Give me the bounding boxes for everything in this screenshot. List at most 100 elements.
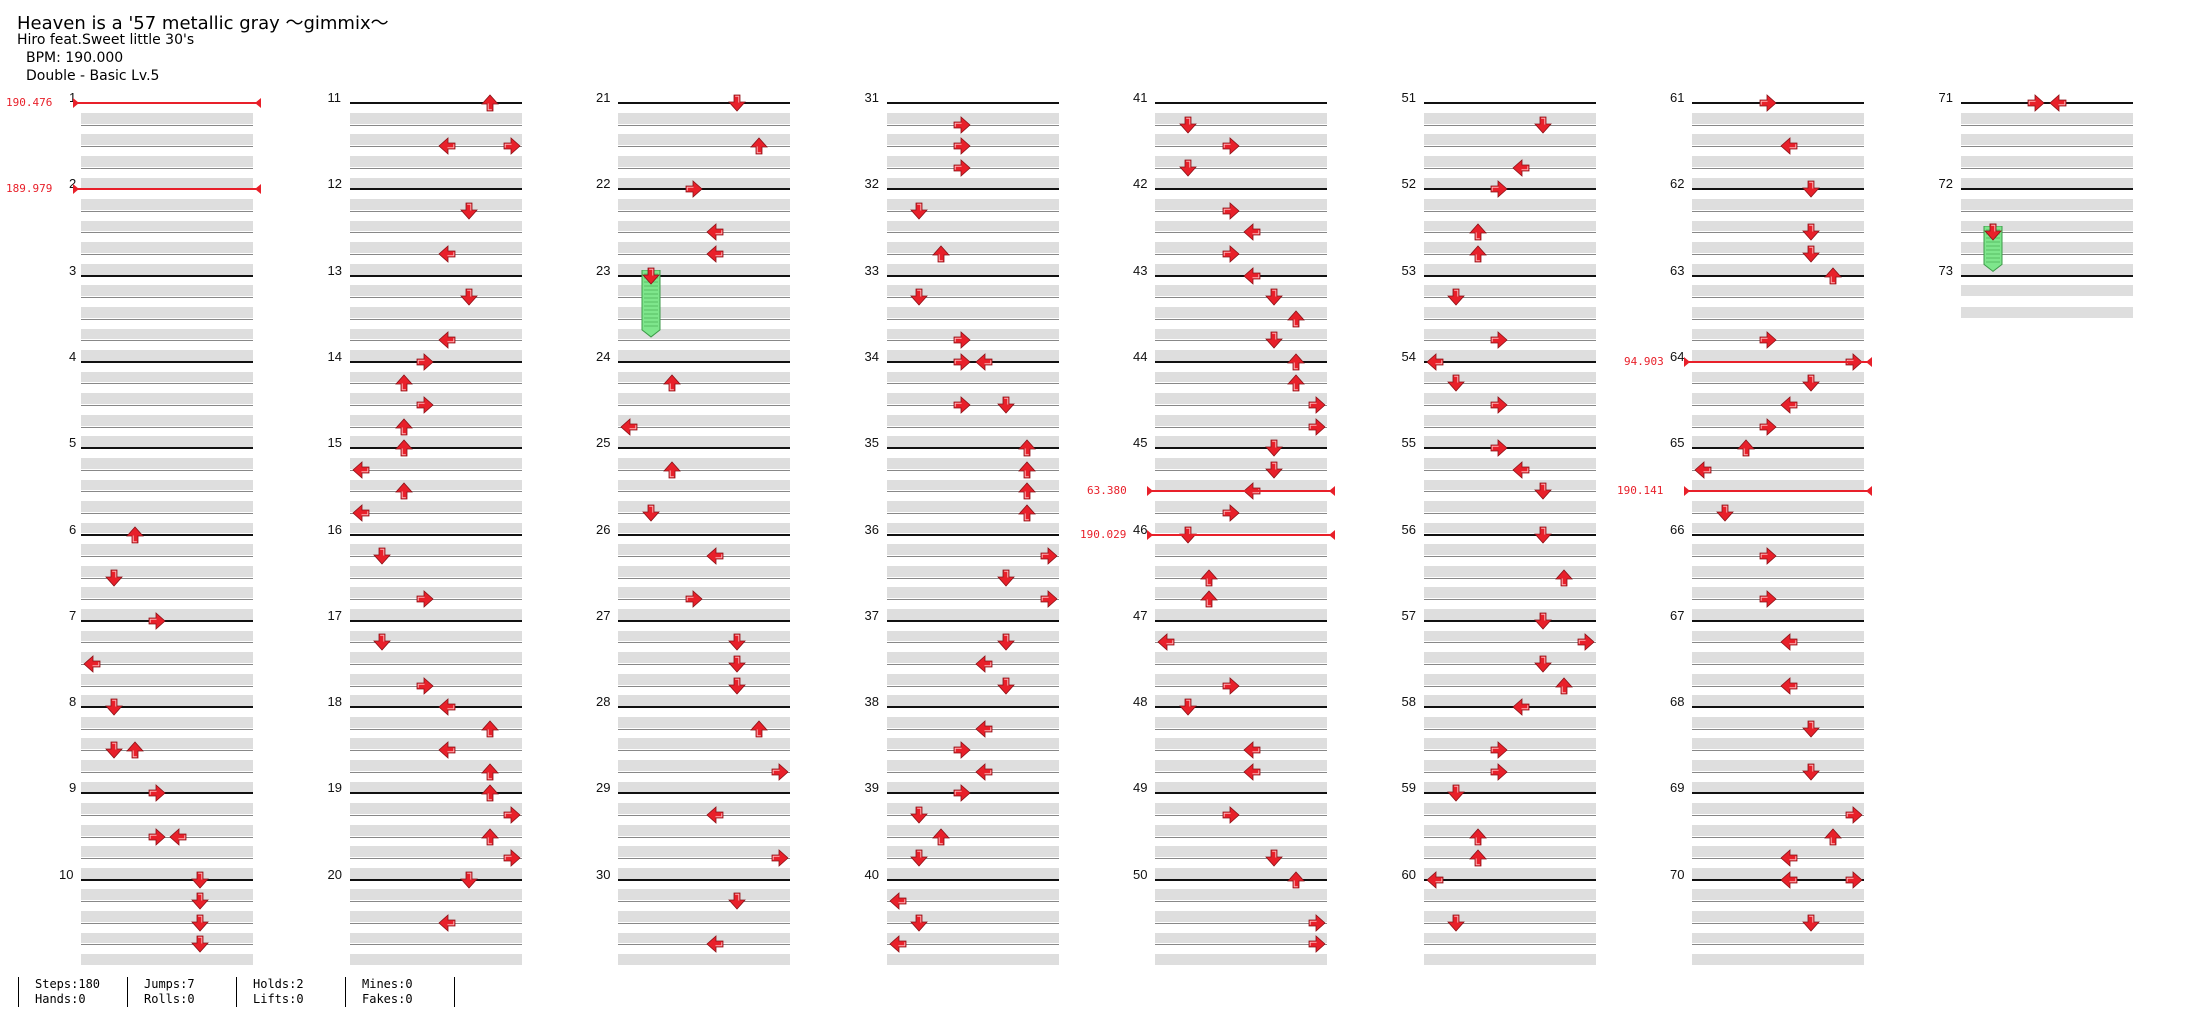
beat-band (886, 954, 1059, 965)
beat-band (81, 630, 253, 642)
measure-number: 68 (1670, 694, 1685, 710)
beat-line (1423, 901, 1596, 903)
beat-line (1692, 728, 1864, 730)
step-arrow-up (662, 373, 682, 393)
beat-band (886, 371, 1059, 383)
measure-number: 55 (1401, 435, 1416, 451)
bpm-marker-icon (1147, 529, 1153, 540)
step-arrow-up (1468, 848, 1488, 868)
beat-line (1155, 124, 1327, 126)
beat-line (1692, 944, 1864, 946)
beat-band (618, 177, 790, 189)
beat-line (886, 383, 1059, 385)
step-arrow-down (727, 654, 747, 674)
beat-band (886, 436, 1059, 448)
step-arrow-up (480, 827, 500, 847)
measure-line (349, 878, 522, 881)
step-arrow-up (480, 719, 500, 739)
stat-hands: Hands:0 (35, 992, 86, 1006)
measure-number: 73 (1938, 262, 1953, 278)
measure-number: 71 (1938, 90, 1953, 105)
measure-line (618, 188, 790, 191)
beat-line (618, 922, 790, 924)
beat-band (886, 112, 1059, 124)
step-arrow-left (437, 136, 457, 156)
beat-band (349, 954, 522, 965)
beat-line (886, 814, 1059, 816)
measure-line (1423, 878, 1596, 881)
beat-band (1423, 932, 1596, 944)
step-arrow-down (459, 201, 479, 221)
measure-line (349, 447, 522, 450)
step-arrow-left (82, 654, 102, 674)
beat-band (1155, 911, 1327, 922)
beat-line (1155, 232, 1327, 234)
beat-band (1423, 954, 1596, 965)
measure-line (1155, 360, 1327, 363)
beat-band (618, 889, 790, 901)
step-arrow-up (1017, 503, 1037, 523)
beat-band (1423, 716, 1596, 728)
beat-line (349, 814, 522, 816)
beat-band (886, 738, 1059, 750)
step-arrow-right (1221, 676, 1241, 696)
beat-band (349, 393, 522, 405)
step-arrow-down (459, 287, 479, 307)
measure-number: 21 (596, 90, 611, 105)
measure-line (1960, 188, 2133, 191)
beat-band (1423, 889, 1596, 901)
beat-band (618, 932, 790, 944)
beat-line (1423, 728, 1596, 730)
beat-band (1423, 306, 1596, 318)
step-arrow-right (952, 158, 972, 178)
bpm-change-label: 63.380 (1087, 484, 1127, 498)
beat-band (1692, 609, 1864, 620)
measure-line (886, 619, 1059, 622)
bpm-change-line (73, 188, 261, 191)
step-arrow-up (1017, 481, 1037, 501)
step-arrow-left (1425, 352, 1445, 372)
measure-number: 62 (1670, 176, 1685, 192)
step-arrow-up (1017, 460, 1037, 480)
beat-band (1423, 436, 1596, 448)
beat-band (886, 177, 1059, 189)
beat-band (886, 824, 1059, 836)
bpm-marker-icon (1866, 356, 1872, 367)
step-arrow-left (1779, 870, 1799, 890)
beat-band (1155, 414, 1327, 426)
step-arrow-left (1779, 136, 1799, 156)
beat-line (349, 491, 522, 493)
beat-band (1155, 522, 1327, 534)
measure-line (1155, 878, 1327, 881)
step-arrow-right (952, 740, 972, 760)
beat-band (81, 220, 253, 232)
beat-band (1155, 846, 1327, 858)
step-arrow-right (1221, 503, 1241, 523)
beat-line (886, 124, 1059, 126)
chart-difficulty: Double - Basic Lv.5 (26, 68, 160, 84)
beat-band (618, 285, 790, 297)
step-arrow-right (415, 395, 435, 415)
measure-line (1155, 706, 1327, 709)
beat-line (886, 922, 1059, 924)
step-arrow-up (394, 438, 414, 458)
beat-band (1155, 263, 1327, 275)
beat-band (1155, 716, 1327, 728)
measure-number: 12 (327, 176, 342, 192)
step-arrow-down (727, 632, 747, 652)
beat-line (618, 556, 790, 558)
step-arrow-down (1801, 179, 1821, 199)
step-arrow-up (1286, 309, 1306, 329)
beat-line (886, 491, 1059, 493)
beat-band (81, 457, 253, 469)
bpm-marker-icon (1684, 486, 1690, 497)
step-arrow-up (1286, 870, 1306, 890)
stat-cell: Holds:2 Lifts:0 (236, 977, 345, 1007)
beat-line (1423, 858, 1596, 860)
beat-band (349, 371, 522, 383)
step-arrow-down (1533, 481, 1553, 501)
measure-number: 23 (596, 262, 611, 278)
step-arrow-up (1554, 676, 1574, 696)
beat-band (1423, 199, 1596, 210)
measure-line (1692, 792, 1864, 795)
